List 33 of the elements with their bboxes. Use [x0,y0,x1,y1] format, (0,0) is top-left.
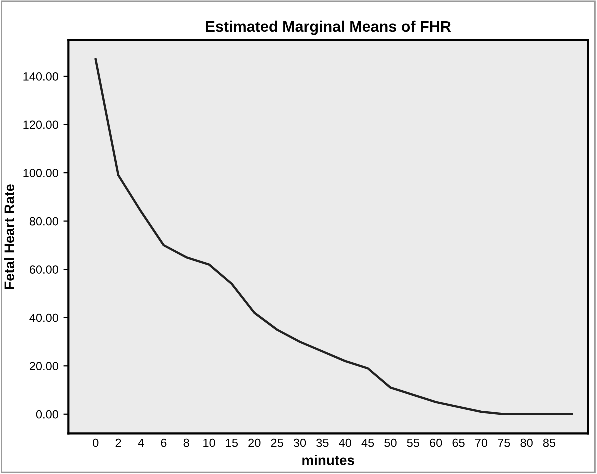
x-tick-label: 70 [475,438,488,448]
x-tick-label: 6 [161,438,167,448]
x-tick-label: 30 [294,438,306,448]
y-tick-label: 140.00 [24,72,58,81]
y-tick-label: 120.00 [24,120,58,130]
x-tick-label: 2 [116,438,122,448]
y-tick-label: 80.00 [30,217,58,226]
x-tick-label: 45 [362,439,374,448]
x-tick-label: 60 [430,438,442,448]
x-axis-title: minutes [302,455,354,466]
y-tick-label: 0.00 [36,410,58,419]
x-tick-label: 80 [520,438,533,448]
chart-title: Estimated Marginal Means of FHR [206,20,452,36]
x-tick-label: 25 [271,438,284,448]
line-series [94,58,574,416]
x-tick-label: 35 [316,438,329,448]
x-tick-label: 4 [138,439,144,448]
x-tick-label: 15 [226,439,238,448]
x-tick-label: 75 [498,439,510,448]
y-tick-label: 60.00 [30,266,58,274]
x-tick-label: 55 [407,439,420,448]
x-tick-label: 85 [543,438,556,448]
x-tick-label: 40 [339,438,352,448]
y-tick-label: 100.00 [24,169,58,178]
y-tick-label: 20.00 [30,362,58,371]
x-tick-label: 10 [204,438,216,448]
x-tick-label: 0 [93,438,99,448]
y-axis-title: Fetal Heart Rate [4,184,15,289]
y-tick-label: 40.00 [30,314,58,322]
x-tick-label: 65 [452,438,465,448]
x-tick-label: 50 [384,438,397,448]
x-tick-label: 8 [184,438,190,448]
x-tick-label: 20 [248,438,261,448]
